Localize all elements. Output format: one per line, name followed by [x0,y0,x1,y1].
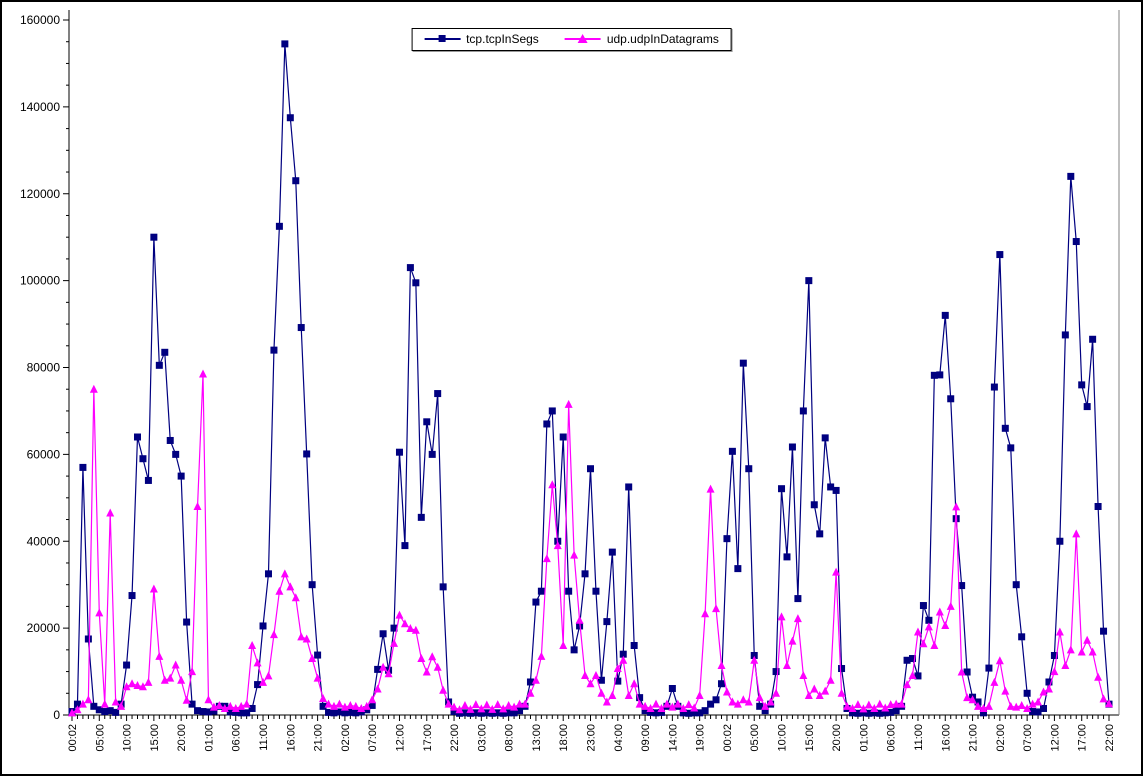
svg-text:22:00: 22:00 [1104,724,1116,752]
svg-text:04:00: 04:00 [613,724,625,752]
svg-text:20:00: 20:00 [176,724,188,752]
svg-text:09:00: 09:00 [640,724,652,752]
svg-text:40000: 40000 [27,534,61,548]
svg-text:160000: 160000 [20,13,60,27]
svg-text:00:02: 00:02 [67,724,79,752]
udp-series [68,369,1113,717]
svg-text:08:00: 08:00 [504,724,516,752]
svg-text:01:00: 01:00 [858,724,870,752]
y-axis-ticks [63,19,69,716]
legend-item-tcp: tcp.tcpInSegs [424,32,539,46]
legend-label-tcp: tcp.tcpInSegs [466,32,539,46]
svg-text:16:00: 16:00 [285,724,297,752]
svg-text:10:00: 10:00 [777,724,789,752]
triangle-marker-icon [564,34,601,44]
svg-text:02:00: 02:00 [340,724,352,752]
svg-text:12:00: 12:00 [1049,724,1061,752]
svg-text:23:00: 23:00 [586,724,598,752]
legend: tcp.tcpInSegs udp.udpInDatagrams [411,28,732,51]
square-marker-icon [424,34,461,44]
svg-text:21:00: 21:00 [968,724,980,752]
svg-text:120000: 120000 [20,187,60,201]
svg-text:07:00: 07:00 [367,724,379,752]
svg-text:15:00: 15:00 [804,724,816,752]
svg-text:06:00: 06:00 [231,724,243,752]
svg-text:100000: 100000 [20,274,60,288]
svg-text:03:00: 03:00 [476,724,488,752]
svg-text:15:00: 15:00 [149,724,161,752]
svg-text:140000: 140000 [20,100,60,114]
svg-text:19:00: 19:00 [695,724,707,752]
svg-text:22:00: 22:00 [449,724,461,752]
svg-text:05:00: 05:00 [94,724,106,752]
svg-text:11:00: 11:00 [258,724,270,751]
svg-text:06:00: 06:00 [886,724,898,752]
svg-text:14:00: 14:00 [667,724,679,752]
svg-text:13:00: 13:00 [531,724,543,752]
svg-text:10:00: 10:00 [122,724,134,752]
svg-text:12:00: 12:00 [394,724,406,752]
svg-text:0: 0 [53,708,60,722]
axes [68,10,1120,716]
svg-text:02:00: 02:00 [995,724,1007,752]
svg-text:11:00: 11:00 [913,724,925,751]
tcp-series [68,40,1113,717]
legend-item-udp: udp.udpInDatagrams [564,32,719,46]
x-axis-ticks [71,715,1110,721]
svg-text:00:02: 00:02 [722,724,734,752]
svg-text:20:00: 20:00 [831,724,843,752]
legend-label-udp: udp.udpInDatagrams [606,32,719,46]
svg-text:05:00: 05:00 [749,724,761,752]
svg-text:16:00: 16:00 [940,724,952,752]
svg-text:20000: 20000 [27,621,61,635]
svg-text:80000: 80000 [27,361,61,375]
svg-text:18:00: 18:00 [558,724,570,752]
y-axis-labels: 0 20000 40000 60000 80000 100000 120000 140000 1… [20,13,60,722]
svg-text:60000: 60000 [27,447,61,461]
svg-text:07:00: 07:00 [1022,724,1034,752]
x-axis-labels: 00:02 05:00 10:00 15:00 20:00 01:00 06:00 11:00… [67,724,1116,752]
svg-text:01:00: 01:00 [203,724,215,752]
svg-text:17:00: 17:00 [1077,724,1089,752]
svg-text:21:00: 21:00 [313,724,325,752]
svg-text:17:00: 17:00 [422,724,434,752]
tcp-square-sample [438,35,446,42]
udp-triangle-sample [577,34,588,43]
